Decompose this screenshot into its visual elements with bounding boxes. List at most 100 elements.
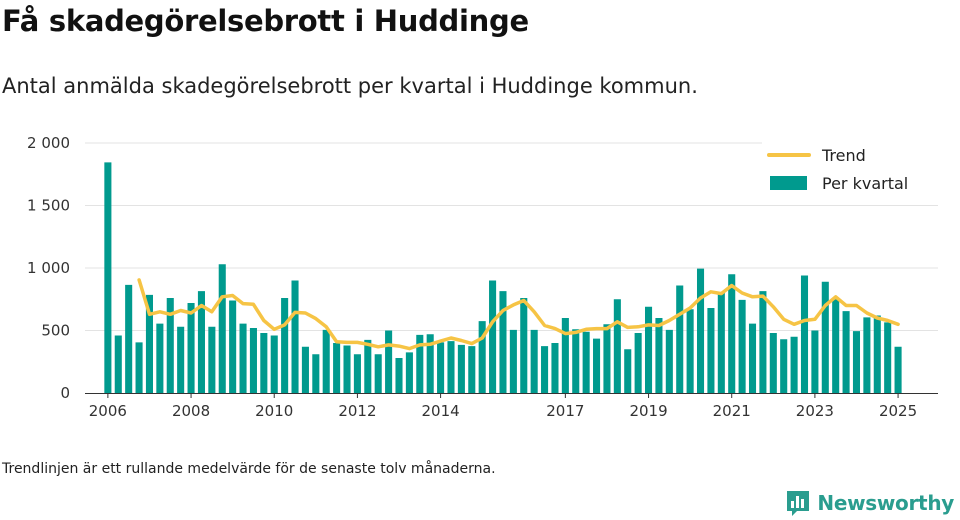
bar: [790, 336, 798, 393]
legend-background: [762, 136, 938, 204]
bar: [832, 298, 840, 393]
x-tick-label: 2023: [796, 402, 834, 420]
bar: [634, 333, 642, 393]
trend-series: [137, 278, 900, 351]
bar: [114, 335, 122, 393]
bar: [884, 322, 892, 393]
bar: [572, 329, 580, 393]
bar: [613, 299, 621, 393]
bar: [863, 317, 871, 393]
y-tick-label: 0: [60, 384, 70, 402]
bar: [104, 162, 112, 393]
bar: [343, 345, 351, 393]
bar: [894, 346, 902, 393]
bar: [156, 323, 164, 393]
footnote: Trendlinjen är ett rullande medelvärde f…: [2, 461, 496, 477]
bar: [416, 334, 424, 393]
bar: [426, 334, 434, 393]
bar: [260, 333, 268, 393]
x-tick-label: 2010: [255, 402, 293, 420]
chart-subtitle: Antal anmälda skadegörelsebrott per kvar…: [2, 74, 698, 98]
bar: [852, 331, 861, 393]
bar: [707, 308, 715, 393]
x-tick-label: 2017: [546, 402, 584, 420]
bar: [385, 330, 393, 393]
bars-per-quarter: [104, 162, 902, 393]
bar: [624, 349, 632, 393]
bar: [478, 321, 486, 393]
bar: [499, 291, 507, 393]
bar: [842, 311, 850, 393]
x-axis-tick-labels: 2006 2008 2010 2012 2014 2017 2019 2021 2023 2025: [89, 402, 917, 420]
bar: [520, 298, 528, 393]
x-tick-label: 2014: [421, 402, 459, 420]
y-tick-label: 1 500: [27, 197, 70, 215]
bar: [301, 346, 309, 393]
x-tick-label: 2019: [629, 402, 667, 420]
trend-line: [137, 278, 900, 351]
bar: [270, 335, 278, 393]
bar: [364, 339, 372, 393]
legend-label-trend: Trend: [821, 146, 866, 165]
y-tick-label: 500: [41, 322, 70, 340]
bar: [218, 264, 226, 393]
page-title: Få skadegörelsebrott i Huddinge: [2, 4, 529, 38]
bar: [437, 342, 445, 393]
x-tick-label: 2006: [89, 402, 127, 420]
bar: [551, 343, 559, 393]
bar: [333, 343, 341, 393]
bar: [780, 339, 788, 393]
bar: [281, 298, 289, 393]
bar: [738, 299, 746, 393]
bar-chart: 0 500 1 000 1 500 2 000 2006 2008 2010 2012 2014…: [27, 134, 938, 420]
bar: [187, 303, 195, 393]
bar: [447, 341, 455, 393]
bar: [873, 315, 881, 393]
bar: [561, 318, 569, 393]
legend-label-per-kvartal: Per kvartal: [822, 174, 908, 193]
bar: [509, 329, 517, 393]
bar: [322, 329, 330, 393]
bar: [208, 326, 216, 393]
bar: [717, 293, 725, 393]
bar: [821, 281, 829, 393]
y-tick-label: 2 000: [27, 134, 70, 152]
bar: [530, 329, 538, 393]
bar: [353, 354, 361, 393]
bar: [374, 354, 382, 393]
bar: [239, 323, 247, 393]
bar: [800, 275, 809, 393]
bar: [769, 333, 777, 393]
bar: [312, 354, 320, 393]
bar: [457, 344, 465, 393]
chart-legend: Trend Per kvartal: [762, 136, 938, 204]
bar: [229, 300, 237, 393]
brand-logo[interactable]: Newsworthy: [785, 489, 954, 517]
bar: [645, 306, 653, 393]
bar: [603, 324, 611, 393]
x-tick-label: 2021: [713, 402, 751, 420]
bar: [177, 326, 185, 393]
bar: [593, 338, 601, 393]
bar-chart-speech-bubble-icon: [787, 491, 810, 516]
bar: [489, 280, 497, 393]
bar: [541, 346, 549, 393]
x-axis: [85, 393, 938, 398]
bar: [395, 358, 403, 393]
y-axis-tick-labels: 0 500 1 000 1 500 2 000: [27, 134, 70, 402]
brand-name: Newsworthy: [817, 491, 954, 515]
y-tick-label: 1 000: [27, 259, 70, 277]
bar: [665, 329, 673, 393]
bar: [686, 309, 694, 393]
bar: [125, 284, 133, 393]
bar: [582, 331, 590, 393]
bar: [748, 323, 757, 393]
x-tick-label: 2012: [338, 402, 376, 420]
bar: [676, 285, 684, 393]
legend-bar-swatch: [770, 176, 807, 190]
bar: [468, 346, 476, 393]
bar: [166, 298, 174, 393]
bar: [135, 342, 143, 393]
bar: [811, 330, 819, 393]
bar: [759, 291, 767, 393]
